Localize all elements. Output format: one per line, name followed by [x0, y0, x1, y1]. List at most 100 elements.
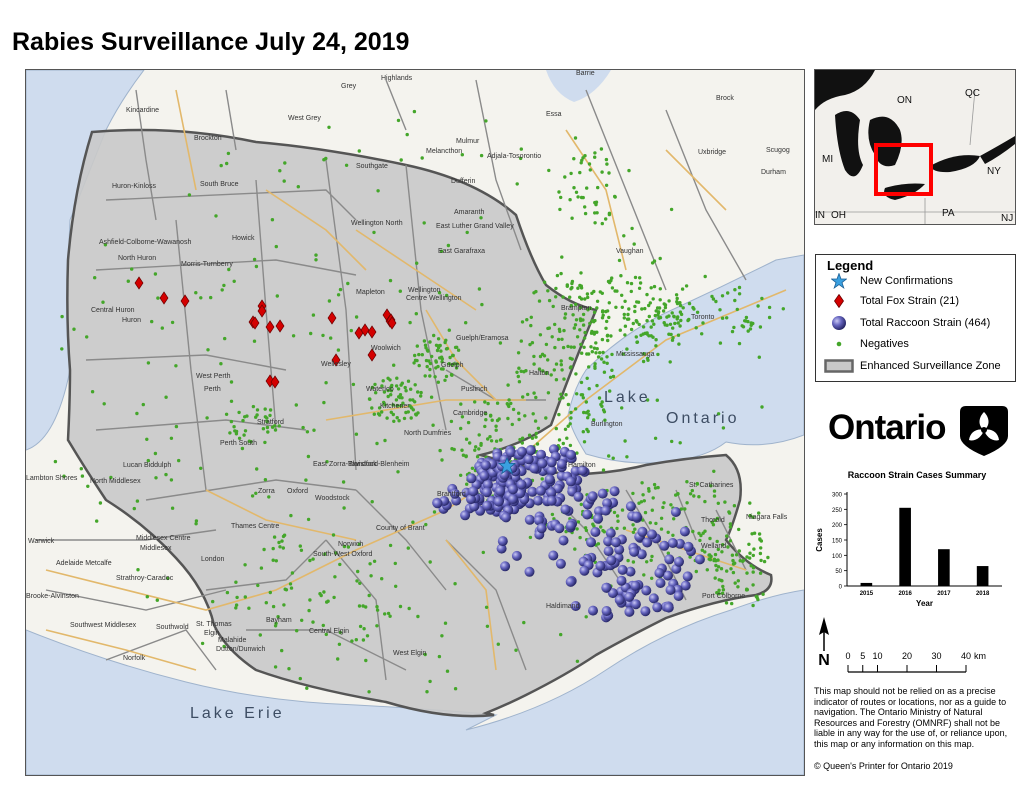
negative-dot: [637, 322, 641, 327]
negative-dot: [592, 418, 596, 422]
raccoon-case-marker: [524, 514, 535, 525]
negative-dot: [538, 333, 543, 337]
negative-dot: [582, 336, 587, 340]
y-tick-label: 50: [835, 569, 842, 575]
water-label: Lake Erie: [190, 705, 285, 722]
negative-dot: [380, 410, 384, 414]
negative-dot: [477, 447, 481, 451]
negative-dot: [383, 612, 387, 616]
negative-dot: [101, 300, 105, 304]
negative-dot: [680, 287, 685, 291]
negative-dot: [631, 530, 636, 534]
negative-dot: [529, 323, 533, 328]
negative-dot: [745, 571, 749, 575]
negative-dot: [494, 424, 498, 428]
raccoon-case-marker: [640, 606, 651, 617]
raccoon-case-marker: [536, 523, 547, 534]
negative-dot: [573, 547, 577, 551]
fox-case-marker: [270, 375, 280, 389]
negative-dot: [604, 157, 609, 162]
negative-dot: [417, 352, 421, 357]
negative-dot: [520, 436, 525, 440]
negative-dot: [582, 345, 586, 349]
negative-dot: [587, 352, 591, 356]
negative-dot: [481, 550, 485, 555]
negative-dot: [90, 390, 95, 394]
negative-dot: [375, 605, 379, 609]
negative-dot: [621, 352, 625, 356]
negative-dot: [595, 299, 600, 303]
negative-dot: [672, 517, 676, 521]
negative-dot: [643, 306, 647, 311]
y-tick-label: 0: [839, 585, 843, 591]
negative-dot: [194, 519, 199, 523]
raccoon-case-marker: [636, 549, 647, 560]
negative-dot: [666, 530, 670, 534]
negative-dot: [550, 512, 555, 517]
main-map[interactable]: Highlands Grey Kincardine West Grey Barrie Br…: [25, 69, 805, 776]
road: [445, 539, 497, 671]
negative-dot: [767, 305, 772, 310]
road: [175, 89, 197, 191]
negative-dot: [528, 342, 532, 347]
negative-dot: [443, 340, 447, 345]
negative-dot: [62, 474, 66, 478]
negative-dot: [611, 456, 615, 460]
negative-dot: [730, 601, 734, 606]
negative-dot: [288, 582, 293, 586]
negative-dot: [440, 458, 444, 462]
negative-dot: [443, 621, 448, 625]
main-map-canvas[interactable]: Highlands Grey Kincardine West Grey Barrie Br…: [26, 70, 804, 775]
negative-dot: [344, 163, 349, 167]
negative-dot: [672, 314, 676, 318]
negative-dot: [428, 340, 432, 344]
negative-dot: [712, 558, 716, 563]
negative-dot: [209, 295, 213, 300]
negative-dot: [554, 426, 558, 431]
negative-dot: [406, 379, 411, 383]
negative-dot: [747, 542, 751, 546]
negative-dot: [703, 550, 707, 554]
raccoon-case-marker: [625, 566, 636, 577]
negative-dot: [568, 295, 572, 299]
inset-map-canvas: ON QC MI NY IN OH PA NJ: [815, 70, 1015, 224]
negative-dot: [690, 488, 694, 493]
negative-dot: [398, 393, 403, 397]
negative-dot: [563, 312, 568, 316]
negative-dot: [559, 195, 563, 200]
negative-dot: [652, 322, 656, 326]
legend-label: New Confirmations: [860, 275, 953, 287]
negative-dot: [187, 193, 192, 197]
negative-dot: [262, 547, 266, 552]
raccoon-case-marker: [466, 494, 476, 505]
negative-dot: [407, 606, 411, 611]
negative-dot: [554, 362, 559, 366]
negative-dot: [146, 361, 151, 365]
negative-dot: [440, 360, 444, 364]
negative-dot: [626, 312, 630, 317]
place-label: Norfolk: [123, 655, 146, 662]
negative-dot: [585, 292, 590, 296]
trillium-icon: [956, 402, 1012, 463]
negative-dot: [648, 521, 652, 525]
place-label: Grey: [341, 83, 357, 90]
negative-dot: [614, 305, 618, 309]
raccoon-strain-layer: [432, 444, 705, 623]
place-label: Dufferin: [451, 178, 475, 185]
negative-dot: [511, 407, 516, 412]
place-label: London: [201, 556, 224, 563]
negative-dot: [781, 307, 785, 311]
fox-case-marker: [250, 316, 260, 330]
negative-dot: [200, 641, 205, 646]
negative-dot: [627, 307, 631, 311]
lake-huron: [26, 70, 145, 451]
raccoon-case-marker: [607, 588, 618, 599]
negative-dot: [705, 568, 709, 572]
negative-dot: [243, 429, 248, 433]
negative-dot: [473, 448, 477, 452]
fox-case-marker: [367, 325, 377, 339]
place-label: North Dumfries: [404, 430, 452, 437]
negative-dot: [532, 362, 536, 366]
negative-dot: [561, 295, 565, 299]
negative-dot: [431, 423, 435, 427]
